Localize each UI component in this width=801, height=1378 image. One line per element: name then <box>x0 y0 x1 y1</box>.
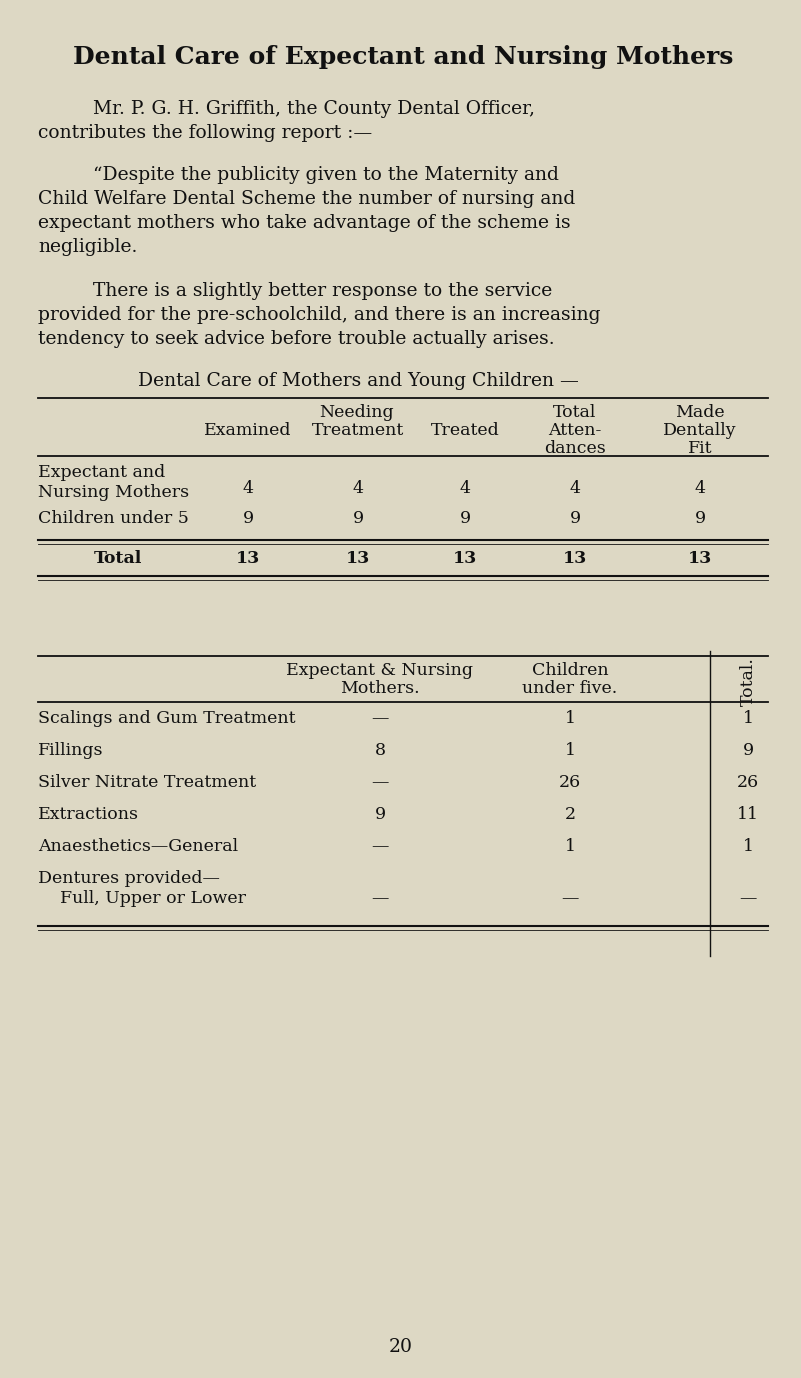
Text: 9: 9 <box>694 510 706 526</box>
Text: —: — <box>562 890 578 907</box>
Text: Total: Total <box>553 404 597 422</box>
Text: Mothers.: Mothers. <box>340 679 420 697</box>
Text: Treatment: Treatment <box>312 422 405 440</box>
Text: 1: 1 <box>565 710 575 728</box>
Text: 9: 9 <box>352 510 364 526</box>
Text: Dental Care of Mothers and Young Children —: Dental Care of Mothers and Young Childre… <box>138 372 579 390</box>
Text: contributes the following report :—: contributes the following report :— <box>38 124 372 142</box>
Text: Fillings: Fillings <box>38 741 103 759</box>
Text: 9: 9 <box>570 510 581 526</box>
Text: Nursing Mothers: Nursing Mothers <box>38 484 189 502</box>
Text: 4: 4 <box>460 480 470 497</box>
Text: Treated: Treated <box>431 422 499 440</box>
Text: 1: 1 <box>565 838 575 854</box>
Text: Fit: Fit <box>688 440 712 457</box>
Text: Examined: Examined <box>204 422 292 440</box>
Text: Needing: Needing <box>319 404 394 422</box>
Text: Anaesthetics—General: Anaesthetics—General <box>38 838 238 854</box>
Text: provided for the pre-schoolchild, and there is an increasing: provided for the pre-schoolchild, and th… <box>38 306 601 324</box>
Text: 13: 13 <box>563 550 587 566</box>
Text: Scalings and Gum Treatment: Scalings and Gum Treatment <box>38 710 296 728</box>
Text: Extractions: Extractions <box>38 806 139 823</box>
Text: Silver Nitrate Treatment: Silver Nitrate Treatment <box>38 774 256 791</box>
Text: Made: Made <box>675 404 725 422</box>
Text: —: — <box>372 774 388 791</box>
Text: 26: 26 <box>737 774 759 791</box>
Text: 20: 20 <box>388 1338 413 1356</box>
Text: 1: 1 <box>743 838 754 854</box>
Text: —: — <box>739 890 757 907</box>
Text: 13: 13 <box>235 550 260 566</box>
Text: 9: 9 <box>460 510 470 526</box>
Text: “Despite the publicity given to the Maternity and: “Despite the publicity given to the Mate… <box>93 165 559 185</box>
Text: dances: dances <box>544 440 606 457</box>
Text: under five.: under five. <box>522 679 618 697</box>
Text: tendency to seek advice before trouble actually arises.: tendency to seek advice before trouble a… <box>38 329 554 349</box>
Text: 1: 1 <box>743 710 754 728</box>
Text: 4: 4 <box>694 480 706 497</box>
Text: Total: Total <box>94 550 143 566</box>
Text: Children under 5: Children under 5 <box>38 510 189 526</box>
Text: 9: 9 <box>374 806 385 823</box>
Text: 11: 11 <box>737 806 759 823</box>
Text: Child Welfare Dental Scheme the number of nursing and: Child Welfare Dental Scheme the number o… <box>38 190 575 208</box>
Text: 9: 9 <box>243 510 254 526</box>
Text: Expectant & Nursing: Expectant & Nursing <box>287 661 473 679</box>
Text: 13: 13 <box>688 550 712 566</box>
Text: 4: 4 <box>352 480 364 497</box>
Text: 2: 2 <box>565 806 576 823</box>
Text: 1: 1 <box>565 741 575 759</box>
Text: Dental Care of Expectant and Nursing Mothers: Dental Care of Expectant and Nursing Mot… <box>73 45 733 69</box>
Text: —: — <box>372 838 388 854</box>
Text: —: — <box>372 710 388 728</box>
Text: 9: 9 <box>743 741 754 759</box>
Text: Atten-: Atten- <box>549 422 602 440</box>
Text: Total.: Total. <box>739 657 756 707</box>
Text: 8: 8 <box>375 741 385 759</box>
Text: —: — <box>372 890 388 907</box>
Text: Expectant and: Expectant and <box>38 464 165 481</box>
Text: 4: 4 <box>570 480 581 497</box>
Text: negligible.: negligible. <box>38 238 138 256</box>
Text: Children: Children <box>532 661 608 679</box>
Text: Dentures provided—: Dentures provided— <box>38 870 220 887</box>
Text: Full, Upper or Lower: Full, Upper or Lower <box>38 890 246 907</box>
Text: expectant mothers who take advantage of the scheme is: expectant mothers who take advantage of … <box>38 214 570 232</box>
Text: 13: 13 <box>453 550 477 566</box>
Text: There is a slightly better response to the service: There is a slightly better response to t… <box>93 282 552 300</box>
Text: Mr. P. G. H. Griffith, the County Dental Officer,: Mr. P. G. H. Griffith, the County Dental… <box>93 101 535 119</box>
Text: 26: 26 <box>559 774 581 791</box>
Text: 13: 13 <box>346 550 370 566</box>
Text: Dentally: Dentally <box>663 422 737 440</box>
Text: 4: 4 <box>243 480 253 497</box>
